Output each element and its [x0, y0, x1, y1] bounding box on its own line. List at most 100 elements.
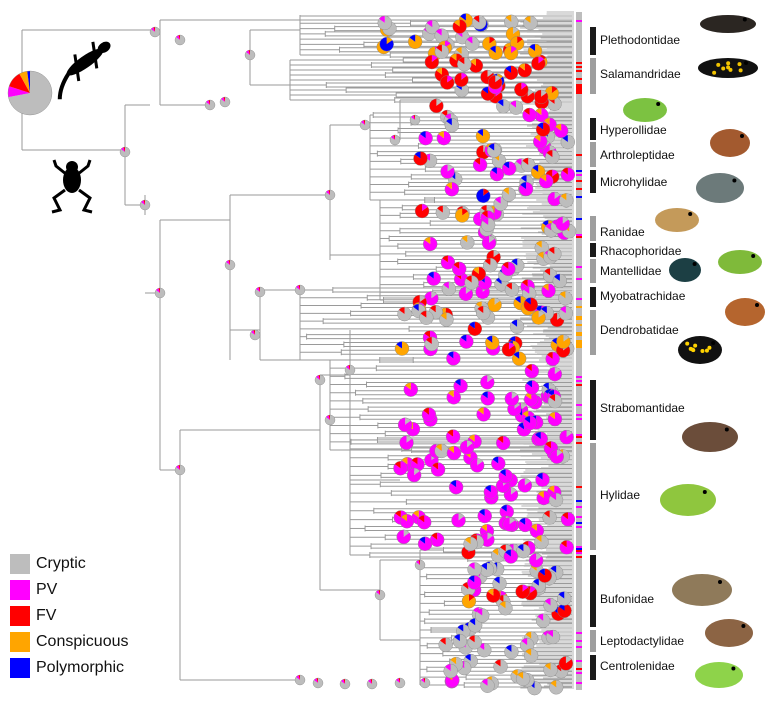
tip-state [576, 314, 582, 316]
legend-item-fv: FV [10, 603, 129, 629]
tip-state [576, 428, 582, 430]
node-pie [254, 286, 266, 298]
node-pie [508, 100, 524, 115]
tip-state [576, 372, 582, 374]
node-pie [486, 588, 501, 603]
tip-state [576, 338, 582, 340]
tip-state [576, 328, 582, 330]
tip-state [576, 298, 582, 300]
tip-state [576, 108, 582, 110]
tip-state [576, 258, 582, 260]
tip-state [576, 54, 582, 56]
tip-state [576, 386, 582, 388]
tip-state [576, 238, 582, 240]
node-pie [518, 181, 534, 197]
node-pie [434, 443, 449, 459]
tip-state [576, 596, 582, 598]
node-pie [481, 235, 497, 251]
node-pie [489, 166, 505, 182]
node-pie [467, 562, 482, 577]
node-pie [477, 508, 492, 524]
node-pie [438, 637, 453, 652]
node-pie [547, 411, 563, 427]
tip-state [576, 246, 582, 248]
tip-state [576, 240, 582, 242]
family-bar [590, 287, 596, 307]
tip-state [576, 70, 582, 72]
tip-state [576, 28, 582, 30]
tip-state [576, 626, 582, 628]
tip-state [576, 650, 582, 652]
node-pie [555, 216, 570, 231]
tip-state [576, 504, 582, 506]
node-pie [557, 603, 572, 618]
tip-state [576, 180, 582, 182]
node-pie [377, 15, 392, 31]
node-pie [542, 510, 557, 525]
tip-state [576, 450, 582, 452]
node-pie [249, 329, 261, 341]
node-pie [531, 56, 546, 71]
tip-state [576, 510, 582, 512]
node-pie [426, 271, 441, 286]
tip-state [576, 124, 582, 126]
tree-frog-photo [660, 484, 716, 516]
tip-state [576, 164, 582, 166]
tip-state [576, 534, 582, 536]
node-pie [480, 391, 495, 406]
tip-state [576, 202, 582, 204]
tip-state [576, 566, 582, 568]
tip-state [576, 656, 582, 658]
tip-state [576, 586, 582, 588]
tip-state [576, 482, 582, 484]
node-pie [417, 536, 433, 551]
tip-state [576, 130, 582, 132]
node-pie [394, 677, 406, 689]
node-pie [440, 255, 456, 270]
node-pie [476, 305, 491, 321]
node-pie [139, 199, 151, 211]
tip-state [576, 546, 582, 548]
node-pie [389, 134, 401, 146]
node-pie [403, 382, 419, 397]
node-pie [440, 75, 455, 90]
tip-state [576, 568, 582, 570]
node-pie [460, 235, 475, 250]
tip-state [576, 82, 582, 84]
node-pie [446, 445, 462, 461]
node-pie [547, 246, 562, 262]
tip-state [576, 50, 582, 52]
tip-state [576, 498, 582, 500]
node-pie [548, 492, 564, 508]
tip-state [576, 256, 582, 258]
family-bar [590, 142, 596, 167]
tip-state [576, 486, 582, 488]
node-pie [417, 515, 432, 530]
tip-state [576, 478, 582, 480]
node-pie [534, 534, 549, 550]
tip-state [576, 208, 582, 210]
node-pie [536, 490, 551, 506]
legend-item-conspicuous: Conspicuous [10, 629, 129, 655]
node-pie [499, 504, 514, 519]
frog-silhouette [51, 159, 93, 214]
tip-state [576, 154, 582, 156]
tip-state [576, 254, 582, 256]
node-pie [294, 284, 306, 296]
node-pie [434, 44, 450, 59]
tip-state [576, 628, 582, 630]
tip-state [576, 562, 582, 564]
tip-state [576, 660, 582, 662]
tip-state [576, 452, 582, 454]
tip-state [576, 136, 582, 138]
family-label-rhacophoridae: Rhacophoridae [600, 244, 682, 258]
tip-state [576, 640, 582, 642]
tip-state [576, 606, 582, 608]
legend-item-cryptic: Cryptic [10, 551, 129, 577]
node-pie [522, 415, 538, 431]
tip-state [576, 612, 582, 614]
node-pie [492, 576, 507, 591]
tip-state [576, 630, 582, 632]
tip-state [576, 262, 582, 264]
tip-state [576, 264, 582, 266]
